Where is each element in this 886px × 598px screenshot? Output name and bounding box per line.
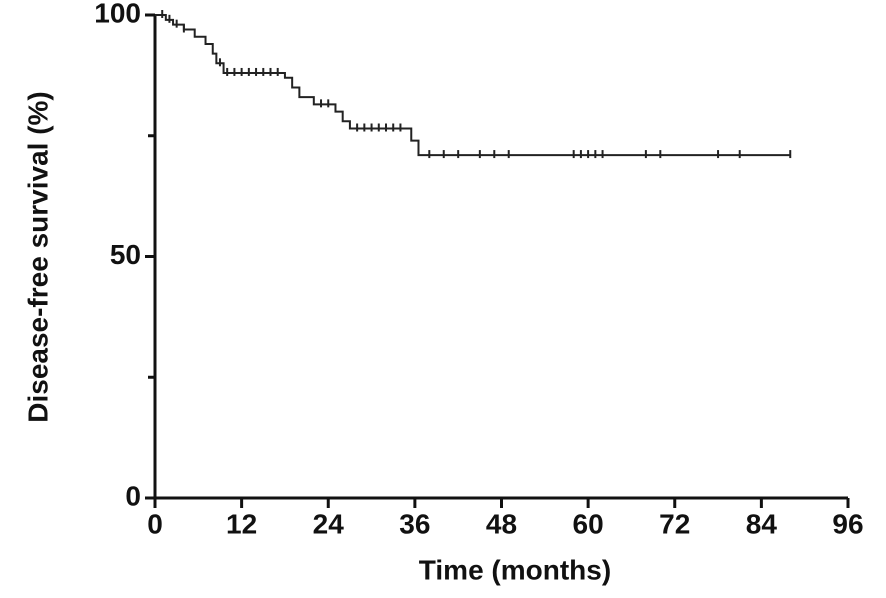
y-tick-label: 0 (125, 480, 141, 511)
y-axis-label: Disease-free survival (%) (22, 91, 53, 423)
x-axis-label: Time (months) (419, 554, 611, 585)
x-tick-label: 60 (573, 508, 604, 539)
x-tick-label: 0 (147, 508, 163, 539)
x-tick-label: 36 (399, 508, 430, 539)
x-tick-label: 96 (832, 508, 863, 539)
y-tick-label: 100 (94, 0, 141, 28)
y-tick-label: 50 (110, 239, 141, 270)
x-tick-label: 84 (746, 508, 778, 539)
x-tick-label: 12 (226, 508, 257, 539)
x-tick-label: 48 (486, 508, 517, 539)
survival-curve (155, 14, 791, 157)
x-tick-label: 72 (659, 508, 690, 539)
x-tick-label: 24 (313, 508, 345, 539)
